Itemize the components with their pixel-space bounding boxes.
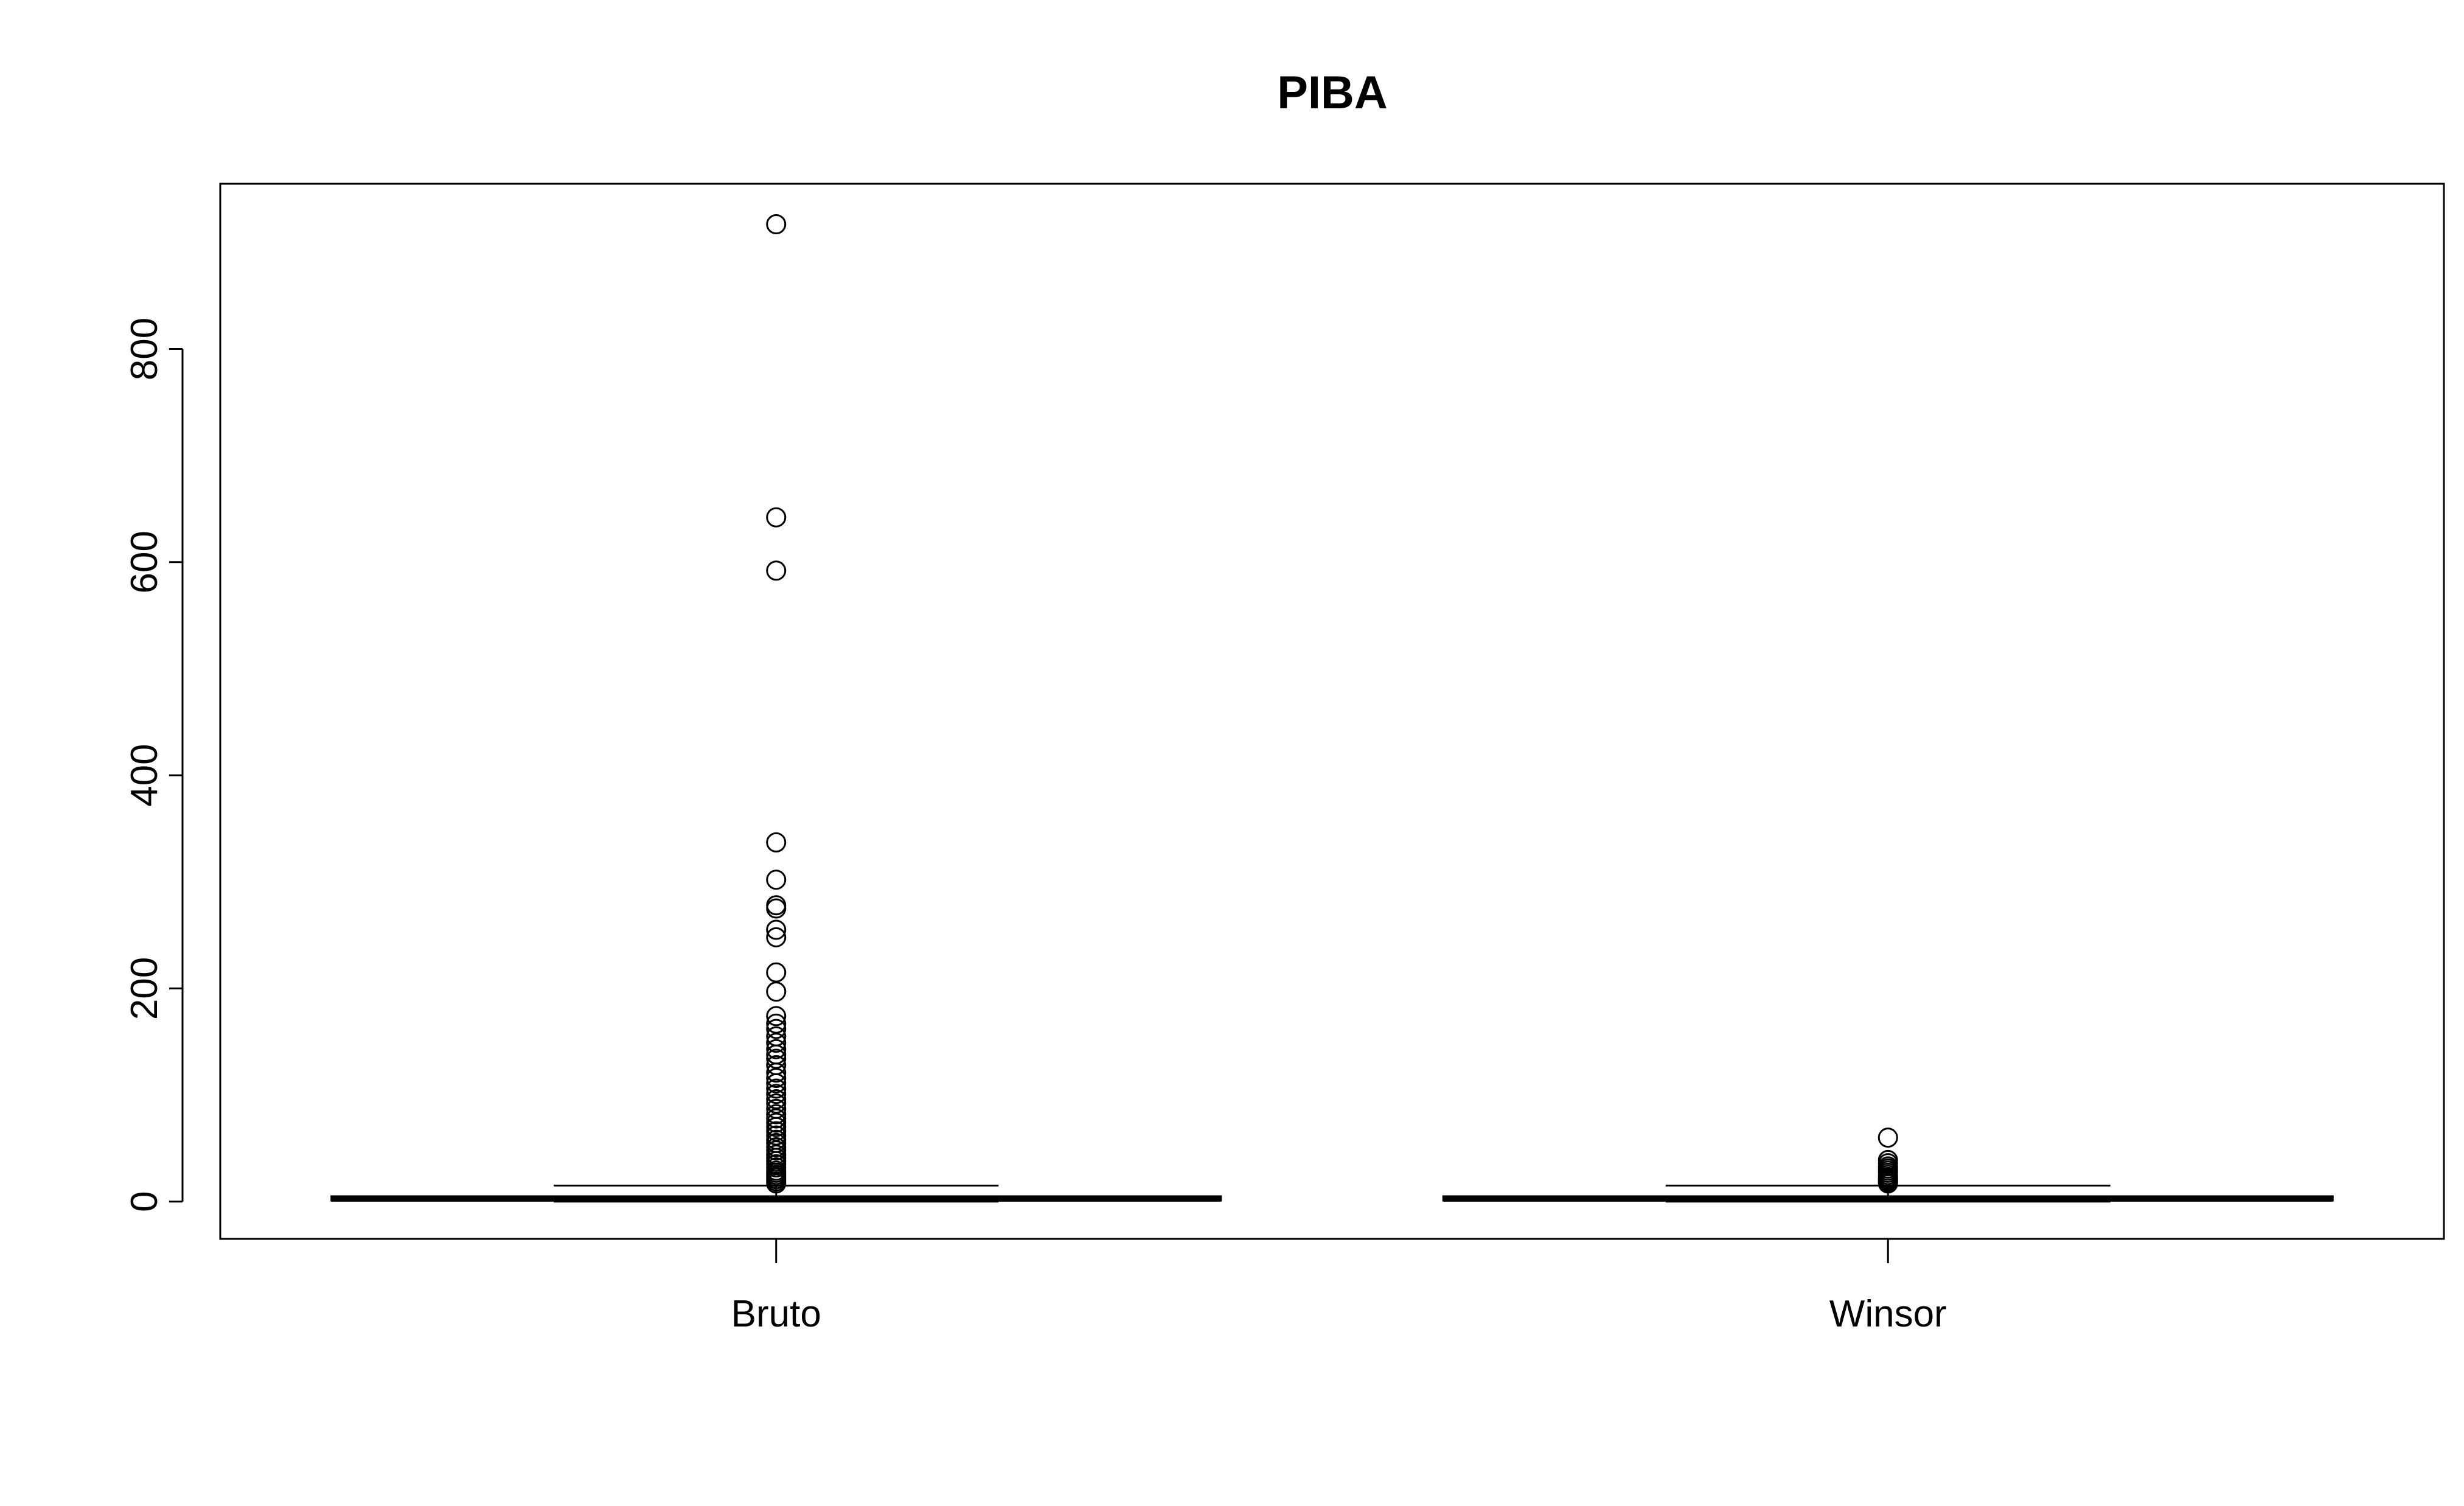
x-axis: Bruto Winsor bbox=[731, 1239, 1947, 1335]
outlier-point bbox=[766, 1112, 787, 1133]
y-tick-label: 600 bbox=[124, 531, 165, 593]
outlier-point bbox=[766, 1084, 787, 1104]
outlier-point bbox=[766, 560, 787, 581]
outlier-point bbox=[766, 1121, 787, 1142]
y-tick-label: 800 bbox=[124, 318, 165, 380]
outlier-point bbox=[766, 1117, 787, 1137]
outlier-point bbox=[766, 1013, 787, 1034]
outlier-point bbox=[766, 1073, 787, 1093]
outlier-point bbox=[766, 1104, 787, 1124]
box-bruto bbox=[330, 214, 1222, 1203]
outlier-point bbox=[766, 1068, 787, 1089]
outlier-point bbox=[766, 927, 787, 947]
outlier-point bbox=[766, 870, 787, 890]
outlier-point bbox=[766, 1048, 787, 1069]
outlier-point bbox=[766, 898, 787, 919]
outlier-point bbox=[766, 962, 787, 983]
outlier-point bbox=[766, 1108, 787, 1129]
outlier-point bbox=[766, 1125, 787, 1146]
outlier-point bbox=[766, 1006, 787, 1027]
outlier-point bbox=[766, 1062, 787, 1083]
x-tick-label: Bruto bbox=[731, 1293, 821, 1335]
outlier-point bbox=[766, 981, 787, 1002]
outlier-point bbox=[766, 1089, 787, 1110]
y-tick-label: 400 bbox=[124, 744, 165, 806]
outlier-point bbox=[766, 1039, 787, 1059]
outlier-point bbox=[766, 214, 787, 235]
chart-title: PIBA bbox=[1277, 67, 1388, 119]
box-group bbox=[330, 214, 2334, 1203]
x-tick-label: Winsor bbox=[1829, 1293, 1947, 1335]
outlier-point bbox=[766, 1033, 787, 1053]
outlier-point bbox=[766, 1019, 787, 1039]
outlier-point bbox=[766, 1173, 787, 1194]
outlier-point bbox=[766, 507, 787, 528]
outlier-point bbox=[766, 1140, 787, 1161]
outlier-point bbox=[766, 1078, 787, 1099]
outlier-point bbox=[766, 919, 787, 940]
outlier-point bbox=[1878, 1173, 1898, 1194]
box-winsor bbox=[1442, 1128, 2334, 1203]
outlier-point bbox=[766, 832, 787, 852]
y-axis: 0 200 400 600 800 bbox=[124, 318, 184, 1212]
outlier-point bbox=[1878, 1128, 1898, 1148]
outlier-point bbox=[766, 1093, 787, 1114]
y-tick-label: 200 bbox=[124, 957, 165, 1020]
y-tick-label: 0 bbox=[124, 1191, 165, 1211]
plot-frame bbox=[219, 183, 2445, 1240]
